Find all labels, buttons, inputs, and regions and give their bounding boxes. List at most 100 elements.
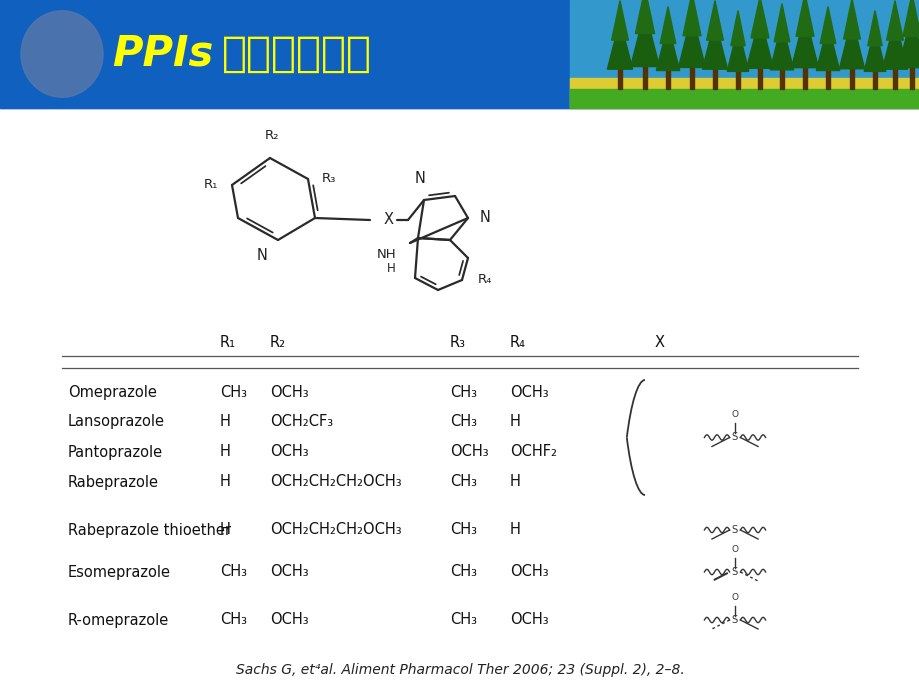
Text: N: N (414, 171, 425, 186)
Text: Sachs G, et⁴al. Aliment Pharmacol Ther 2006; 23 (Suppl. 2), 2–8.: Sachs G, et⁴al. Aliment Pharmacol Ther 2… (235, 663, 684, 677)
Text: S: S (732, 615, 737, 625)
Polygon shape (790, 14, 818, 68)
Text: R₂: R₂ (269, 335, 286, 351)
Text: R₁: R₁ (220, 335, 236, 351)
Bar (570, 88, 919, 108)
Text: CH₃: CH₃ (220, 564, 246, 580)
Polygon shape (863, 28, 885, 71)
Bar (849, 63, 853, 88)
Text: R₃: R₃ (449, 335, 466, 351)
Bar (665, 66, 669, 88)
Polygon shape (886, 1, 902, 40)
Text: Lansoprazole: Lansoprazole (68, 415, 165, 429)
Text: CH₃: CH₃ (449, 564, 476, 580)
Polygon shape (611, 1, 628, 40)
Text: PPIs: PPIs (112, 33, 213, 75)
Polygon shape (820, 7, 834, 43)
Bar (735, 67, 739, 88)
Polygon shape (750, 0, 768, 38)
Text: O: O (731, 593, 738, 602)
Text: OCH₃: OCH₃ (269, 564, 308, 580)
Text: H: H (220, 522, 231, 538)
Text: H: H (509, 415, 520, 429)
Text: H: H (509, 522, 520, 538)
Text: CH₃: CH₃ (449, 475, 476, 489)
Bar (0, 0, 919, 108)
Text: OCH₃: OCH₃ (509, 564, 548, 580)
Bar (757, 63, 761, 88)
Polygon shape (630, 10, 659, 66)
Bar (0, 0, 570, 108)
Text: H: H (220, 415, 231, 429)
Bar (909, 62, 913, 88)
Ellipse shape (21, 11, 103, 97)
Polygon shape (815, 25, 839, 70)
Polygon shape (898, 14, 919, 68)
Polygon shape (838, 19, 864, 69)
Text: Omeprazole: Omeprazole (68, 386, 157, 400)
Text: OCH₃: OCH₃ (269, 444, 308, 460)
Text: 化学结构特点: 化学结构特点 (221, 33, 371, 75)
Polygon shape (660, 7, 675, 43)
Text: OCH₂CF₃: OCH₂CF₃ (269, 415, 333, 429)
Text: R-omeprazole: R-omeprazole (68, 613, 169, 627)
Bar (802, 62, 806, 88)
Bar (618, 64, 621, 88)
Text: H: H (387, 262, 395, 275)
Bar (712, 64, 716, 88)
Bar (570, 78, 919, 108)
Text: H: H (509, 475, 520, 489)
Text: NH: NH (376, 248, 395, 261)
Text: R₄: R₄ (478, 273, 492, 286)
Polygon shape (774, 3, 789, 42)
Bar (779, 65, 783, 88)
Text: CH₃: CH₃ (449, 415, 476, 429)
Polygon shape (607, 20, 632, 69)
Polygon shape (843, 0, 859, 39)
Text: S: S (732, 567, 737, 577)
Polygon shape (902, 0, 919, 37)
Bar (892, 64, 896, 88)
Polygon shape (701, 20, 727, 69)
Bar (825, 66, 829, 88)
Polygon shape (682, 0, 700, 36)
Text: N: N (480, 210, 491, 226)
Text: R₄: R₄ (509, 335, 526, 351)
Text: R₃: R₃ (322, 172, 336, 186)
Text: CH₃: CH₃ (449, 522, 476, 538)
Text: Pantoprazole: Pantoprazole (68, 444, 163, 460)
Polygon shape (726, 28, 748, 71)
Text: OCHF₂: OCHF₂ (509, 444, 556, 460)
Text: O: O (731, 411, 738, 420)
Polygon shape (730, 10, 744, 46)
Text: OCH₃: OCH₃ (269, 613, 308, 627)
Text: S: S (732, 525, 737, 535)
Text: R₂: R₂ (265, 129, 279, 142)
Polygon shape (706, 1, 722, 40)
Text: OCH₃: OCH₃ (509, 613, 548, 627)
Text: OCH₃: OCH₃ (449, 444, 488, 460)
Text: X: X (383, 213, 393, 228)
Text: CH₃: CH₃ (449, 613, 476, 627)
Text: CH₃: CH₃ (449, 386, 476, 400)
Text: S: S (732, 433, 737, 442)
Text: Esomeprazole: Esomeprazole (68, 564, 171, 580)
Polygon shape (795, 0, 813, 37)
Polygon shape (635, 0, 654, 34)
Text: Rabeprazole thioether: Rabeprazole thioether (68, 522, 231, 538)
Text: CH₃: CH₃ (220, 613, 246, 627)
Text: R₁: R₁ (203, 179, 218, 192)
Bar (689, 61, 693, 88)
Polygon shape (867, 10, 881, 46)
Polygon shape (881, 20, 907, 69)
Polygon shape (769, 22, 793, 70)
Text: Rabeprazole: Rabeprazole (68, 475, 159, 489)
Text: H: H (220, 444, 231, 460)
Text: OCH₂CH₂CH₂OCH₃: OCH₂CH₂CH₂OCH₃ (269, 522, 402, 538)
Text: OCH₃: OCH₃ (269, 386, 308, 400)
Text: X: X (654, 335, 664, 351)
Text: O: O (731, 545, 738, 554)
Bar (642, 61, 646, 88)
Bar (570, 0, 919, 108)
Text: OCH₃: OCH₃ (509, 386, 548, 400)
